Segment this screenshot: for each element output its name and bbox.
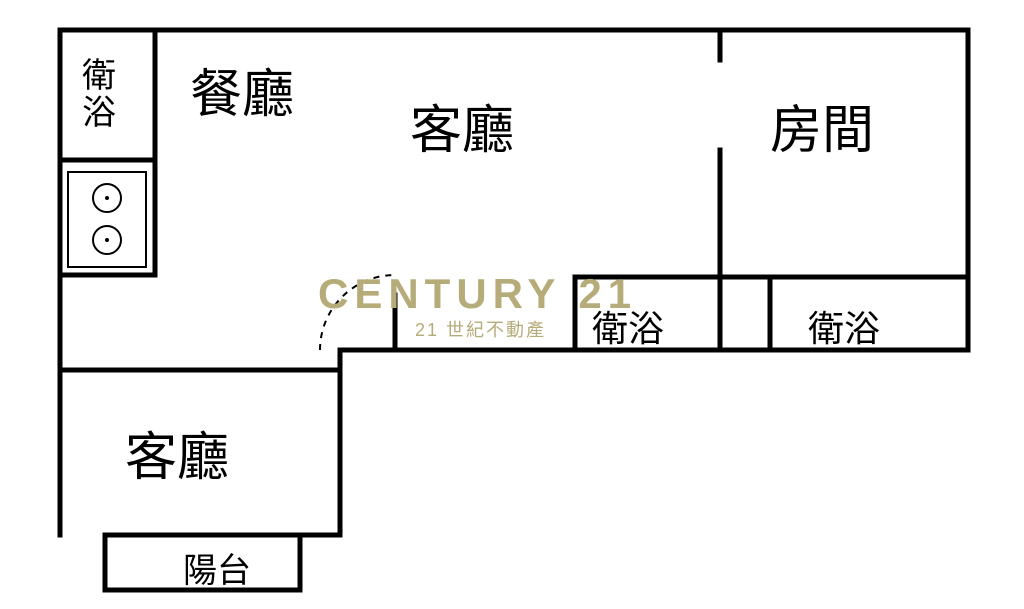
floor-plan-stage: 衛浴 餐廳 客廳 房間 衛浴 衛浴 客廳 陽台 CENTURY 21 21 世紀…	[0, 0, 1024, 609]
label-bath-right: 衛浴	[808, 300, 880, 352]
watermark-main: CENTURY 21	[318, 270, 637, 318]
label-balcony: 陽台	[183, 543, 251, 592]
label-bath-top-left: 衛浴	[82, 58, 123, 133]
stove-burner-dot	[105, 196, 109, 200]
stove-rect	[68, 172, 146, 267]
stove-burner-dot	[105, 238, 109, 242]
label-living-lower: 客廳	[125, 415, 229, 490]
watermark-sub: 21 世紀不動產	[415, 316, 546, 342]
label-living-main: 客廳	[410, 88, 514, 163]
label-bedroom: 房間	[770, 88, 874, 163]
label-dining: 餐廳	[190, 52, 294, 127]
